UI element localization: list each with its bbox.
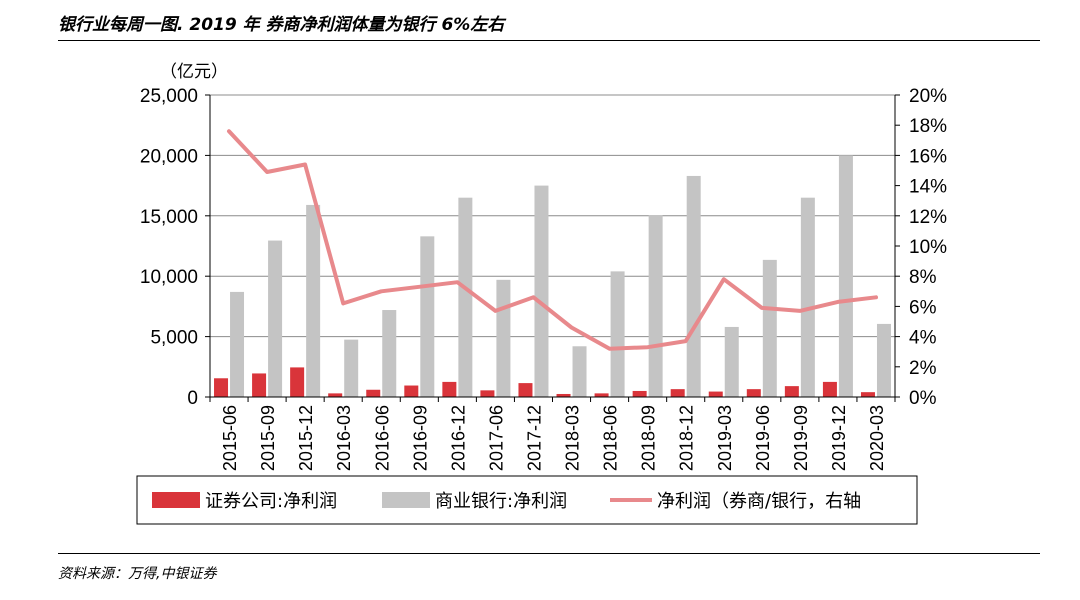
y-right-tick-label: 12%: [909, 207, 947, 228]
page-title: 银行业每周一图. 2019 年 券商净利润体量为银行 6%左右: [58, 15, 505, 35]
x-tick-label: 2016-06: [372, 405, 392, 471]
footer-divider: [58, 553, 1040, 554]
y-right-tick-label: 20%: [909, 86, 947, 107]
bar-securities: [670, 389, 685, 397]
title-divider: [58, 40, 1040, 41]
ratio-line: [227, 129, 878, 351]
y-left-unit-label: （亿元）: [160, 62, 228, 82]
bar-banks: [230, 291, 245, 397]
y-right-tick-label: 2%: [909, 358, 937, 379]
bar-securities: [518, 383, 533, 397]
x-tick-label: 2017-06: [486, 405, 506, 471]
bar-banks: [762, 259, 777, 397]
x-tick-label: 2018-06: [601, 405, 621, 471]
bar-banks: [496, 279, 511, 397]
x-tick-label: 2015-09: [258, 405, 278, 471]
axes: 0 5,000 10,000 15,000 20,000 25,000 0% 2% 4% 6% 8%…: [140, 62, 947, 471]
bar-securities: [480, 390, 495, 397]
y-left-tick-label: 20,000: [140, 146, 198, 167]
y-left-tick-label: 5,000: [150, 328, 198, 349]
legend-label-banks: 商业银行:净利润: [435, 491, 567, 512]
x-tick-label: 2018-03: [563, 405, 583, 471]
bar-securities: [404, 385, 419, 397]
x-tick-label: 2018-09: [639, 405, 659, 471]
bar-banks: [724, 326, 739, 397]
bar-banks: [838, 155, 853, 397]
y-right-tick-label: 16%: [909, 146, 947, 167]
x-tick-label: 2016-03: [334, 405, 354, 471]
bar-securities: [328, 393, 343, 397]
bar-securities: [746, 389, 761, 397]
y-right-tick-label: 10%: [909, 237, 947, 258]
bar-securities: [632, 390, 647, 397]
bar-securities: [214, 378, 229, 397]
y-right-tick-label: 6%: [909, 297, 937, 318]
legend-label-securities: 证券公司:净利润: [205, 491, 337, 512]
bar-securities: [556, 393, 571, 397]
line-series: [227, 129, 878, 351]
bar-securities: [366, 389, 381, 397]
x-tick-label: 2019-09: [791, 405, 811, 471]
bar-banks: [344, 339, 359, 397]
bar-banks: [458, 197, 473, 397]
bar-banks: [420, 236, 435, 397]
y-left-tick-label: 15,000: [140, 207, 198, 228]
bar-banks: [534, 185, 549, 397]
y-right-tick-label: 0%: [909, 388, 937, 409]
bar-securities: [822, 381, 837, 397]
bar-banks: [306, 204, 321, 397]
x-tick-label: 2016-12: [448, 405, 468, 471]
legend-box: [136, 475, 918, 525]
x-tick-label: 2019-12: [829, 405, 849, 471]
grid-lines: [210, 94, 895, 338]
bar-banks: [648, 215, 663, 397]
x-tick-label: 2019-06: [753, 405, 773, 471]
bar-securities: [290, 367, 305, 397]
bar-securities: [594, 393, 609, 397]
bar-banks: [610, 271, 625, 397]
bar-securities: [708, 391, 723, 397]
y-left-tick-label: 25,000: [140, 86, 198, 107]
bar-series: [214, 155, 891, 397]
bar-banks: [268, 240, 283, 397]
y-right-tick-label: 14%: [909, 177, 947, 198]
bar-securities: [860, 392, 875, 397]
bar-banks: [382, 310, 397, 397]
legend-swatch-securities: [152, 492, 200, 508]
y-right-tick-label: 4%: [909, 328, 937, 349]
bar-banks: [572, 346, 587, 397]
bar-banks: [876, 323, 891, 397]
x-tick-label: 2019-03: [715, 405, 735, 471]
bar-securities: [784, 386, 799, 397]
bar-banks: [800, 197, 815, 397]
bar-banks: [686, 175, 701, 397]
y-left-tick-label: 0: [187, 388, 198, 409]
x-tick-label: 2015-12: [296, 405, 316, 471]
legend-label-ratio: 净利润（券商/银行，右轴: [657, 491, 861, 512]
x-tick-label: 2016-09: [410, 405, 430, 471]
bar-securities: [252, 373, 267, 397]
legend-swatch-banks: [382, 492, 430, 508]
x-tick-label: 2015-06: [220, 405, 240, 471]
x-tick-label: 2020-03: [867, 405, 887, 471]
x-tick-label: 2018-12: [677, 405, 697, 471]
y-right-tick-label: 18%: [909, 116, 947, 137]
x-tick-label: 2017-12: [524, 405, 544, 471]
y-right-tick-label: 8%: [909, 267, 937, 288]
y-left-tick-label: 10,000: [140, 267, 198, 288]
chart-legend: 证券公司:净利润 商业银行:净利润 净利润（券商/银行，右轴: [136, 475, 918, 525]
source-note: 资料来源：万得,中银证券: [58, 566, 217, 582]
bar-securities: [442, 381, 457, 397]
